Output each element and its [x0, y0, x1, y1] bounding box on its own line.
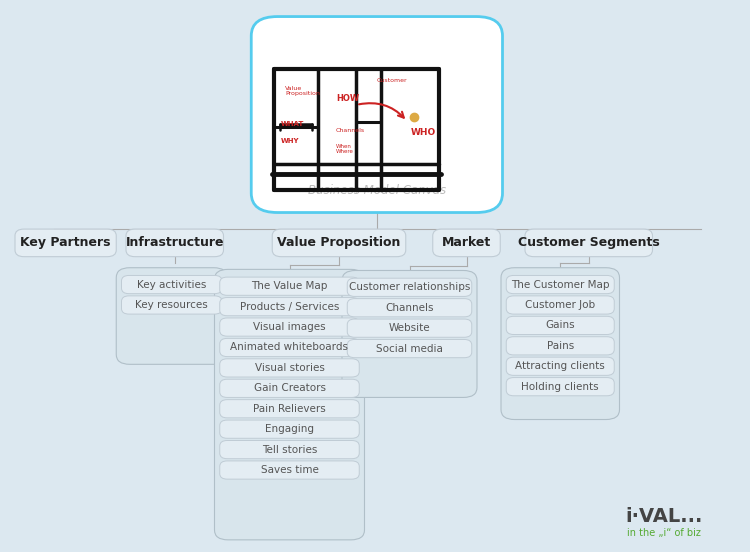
Text: Value
Proposition: Value Proposition	[285, 86, 320, 97]
FancyBboxPatch shape	[525, 229, 652, 257]
Text: WHO: WHO	[410, 128, 436, 137]
Text: Pain Relievers: Pain Relievers	[253, 404, 326, 414]
Text: Infrastructure: Infrastructure	[125, 236, 224, 250]
Text: When
Where: When Where	[336, 144, 354, 155]
Text: Tell stories: Tell stories	[262, 444, 317, 455]
Text: Key Partners: Key Partners	[20, 236, 111, 250]
FancyBboxPatch shape	[433, 229, 500, 257]
Text: Gains: Gains	[545, 320, 575, 331]
FancyBboxPatch shape	[501, 268, 620, 420]
FancyBboxPatch shape	[214, 269, 364, 540]
Text: HOW: HOW	[336, 94, 359, 103]
FancyBboxPatch shape	[220, 420, 359, 438]
Text: Customer: Customer	[376, 77, 407, 83]
Text: Social media: Social media	[376, 343, 443, 354]
Text: Channels: Channels	[386, 302, 433, 313]
Text: WHY: WHY	[281, 138, 300, 144]
Text: Channels: Channels	[336, 128, 365, 134]
FancyBboxPatch shape	[220, 440, 359, 459]
Text: Website: Website	[388, 323, 430, 333]
Text: Business Model Canvas: Business Model Canvas	[308, 184, 446, 197]
Text: The Customer Map: The Customer Map	[511, 279, 610, 290]
Text: Pains: Pains	[547, 341, 574, 351]
Text: Attracting clients: Attracting clients	[515, 361, 605, 371]
FancyBboxPatch shape	[506, 316, 614, 335]
FancyBboxPatch shape	[122, 296, 222, 314]
FancyBboxPatch shape	[342, 270, 477, 397]
Text: Key activities: Key activities	[137, 279, 206, 290]
Text: The Value Map: The Value Map	[251, 281, 328, 291]
FancyBboxPatch shape	[220, 318, 359, 336]
Text: Visual stories: Visual stories	[254, 363, 325, 373]
FancyBboxPatch shape	[126, 229, 224, 257]
Text: Visual images: Visual images	[254, 322, 326, 332]
FancyBboxPatch shape	[122, 275, 222, 294]
Text: Key resources: Key resources	[135, 300, 208, 310]
Text: WHAT: WHAT	[281, 121, 304, 127]
FancyBboxPatch shape	[272, 229, 406, 257]
FancyBboxPatch shape	[347, 278, 472, 296]
FancyBboxPatch shape	[116, 268, 227, 364]
FancyBboxPatch shape	[506, 275, 614, 294]
FancyBboxPatch shape	[506, 337, 614, 355]
FancyBboxPatch shape	[15, 229, 116, 257]
FancyBboxPatch shape	[251, 17, 503, 213]
Text: Gain Creators: Gain Creators	[254, 383, 326, 394]
Text: i·VAL...: i·VAL...	[625, 507, 703, 526]
FancyBboxPatch shape	[220, 277, 359, 295]
Text: Customer relationships: Customer relationships	[349, 282, 470, 293]
FancyBboxPatch shape	[220, 298, 359, 316]
FancyBboxPatch shape	[506, 378, 614, 396]
FancyBboxPatch shape	[347, 299, 472, 317]
Text: Holding clients: Holding clients	[521, 381, 599, 392]
FancyBboxPatch shape	[220, 379, 359, 397]
Text: Value Proposition: Value Proposition	[278, 236, 400, 250]
FancyBboxPatch shape	[347, 339, 472, 358]
Text: Market: Market	[442, 236, 491, 250]
Text: Animated whiteboards: Animated whiteboards	[230, 342, 349, 353]
Text: Customer Segments: Customer Segments	[518, 236, 659, 250]
Text: Products / Services: Products / Services	[240, 301, 339, 312]
Text: Saves time: Saves time	[260, 465, 319, 475]
Text: in the „i“ of biz: in the „i“ of biz	[627, 528, 701, 538]
FancyBboxPatch shape	[347, 319, 472, 337]
FancyBboxPatch shape	[220, 359, 359, 377]
Text: Customer Job: Customer Job	[525, 300, 596, 310]
FancyBboxPatch shape	[220, 338, 359, 357]
FancyBboxPatch shape	[506, 296, 614, 314]
Text: Engaging: Engaging	[265, 424, 314, 434]
FancyBboxPatch shape	[220, 461, 359, 479]
FancyBboxPatch shape	[506, 357, 614, 375]
FancyBboxPatch shape	[220, 400, 359, 418]
